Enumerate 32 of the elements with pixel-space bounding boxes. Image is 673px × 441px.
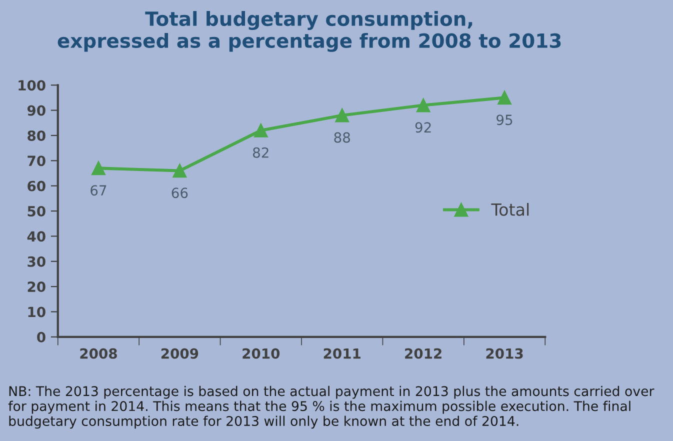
chart-title: Total budgetary consumption, expressed as a percentage from 2008 to 2013 bbox=[58, 11, 561, 52]
y-tick-label: 0 bbox=[37, 332, 46, 342]
data-label: 88 bbox=[334, 132, 350, 143]
x-tick-label: 2009 bbox=[161, 348, 198, 359]
data-label: 95 bbox=[496, 114, 512, 126]
y-tick-label: 80 bbox=[28, 130, 46, 141]
y-tick-label: 50 bbox=[28, 206, 46, 216]
x-tick-label: 2013 bbox=[486, 348, 523, 359]
text: NB: The 2013 percentage is based on the actual payment in 2013 plus the amounts carried over for payment in 2014. This means that the 95 % is the maximum possible execution. The final budgetary consumption rate for 2013 will only be known at the end of 2014. bbox=[8, 386, 654, 429]
point bbox=[172, 164, 187, 178]
data-label: 92 bbox=[415, 122, 431, 133]
data-label: 66 bbox=[172, 188, 188, 198]
y-tick-label: 100 bbox=[18, 80, 46, 91]
point bbox=[335, 108, 350, 122]
data-label: 82 bbox=[253, 147, 268, 158]
y-tick-label: 70 bbox=[28, 156, 46, 166]
x-tick-label: 2011 bbox=[324, 348, 360, 359]
x-tick-label: 2008 bbox=[80, 348, 117, 359]
point bbox=[92, 161, 106, 176]
y-tick-label: 60 bbox=[28, 180, 46, 192]
point bbox=[498, 90, 512, 105]
y-tick-label: 30 bbox=[28, 256, 46, 267]
point bbox=[254, 123, 268, 138]
x-tick-label: 2012 bbox=[405, 348, 442, 359]
legend-label: Total bbox=[491, 202, 529, 216]
point bbox=[416, 98, 430, 112]
x-tick-label: 2010 bbox=[242, 348, 280, 359]
y-tick-label: 10 bbox=[28, 306, 46, 318]
y-tick-label: 90 bbox=[27, 105, 46, 116]
y-tick-label: 40 bbox=[27, 231, 46, 242]
data-label: 67 bbox=[90, 185, 106, 196]
y-tick-label: 20 bbox=[28, 282, 46, 292]
